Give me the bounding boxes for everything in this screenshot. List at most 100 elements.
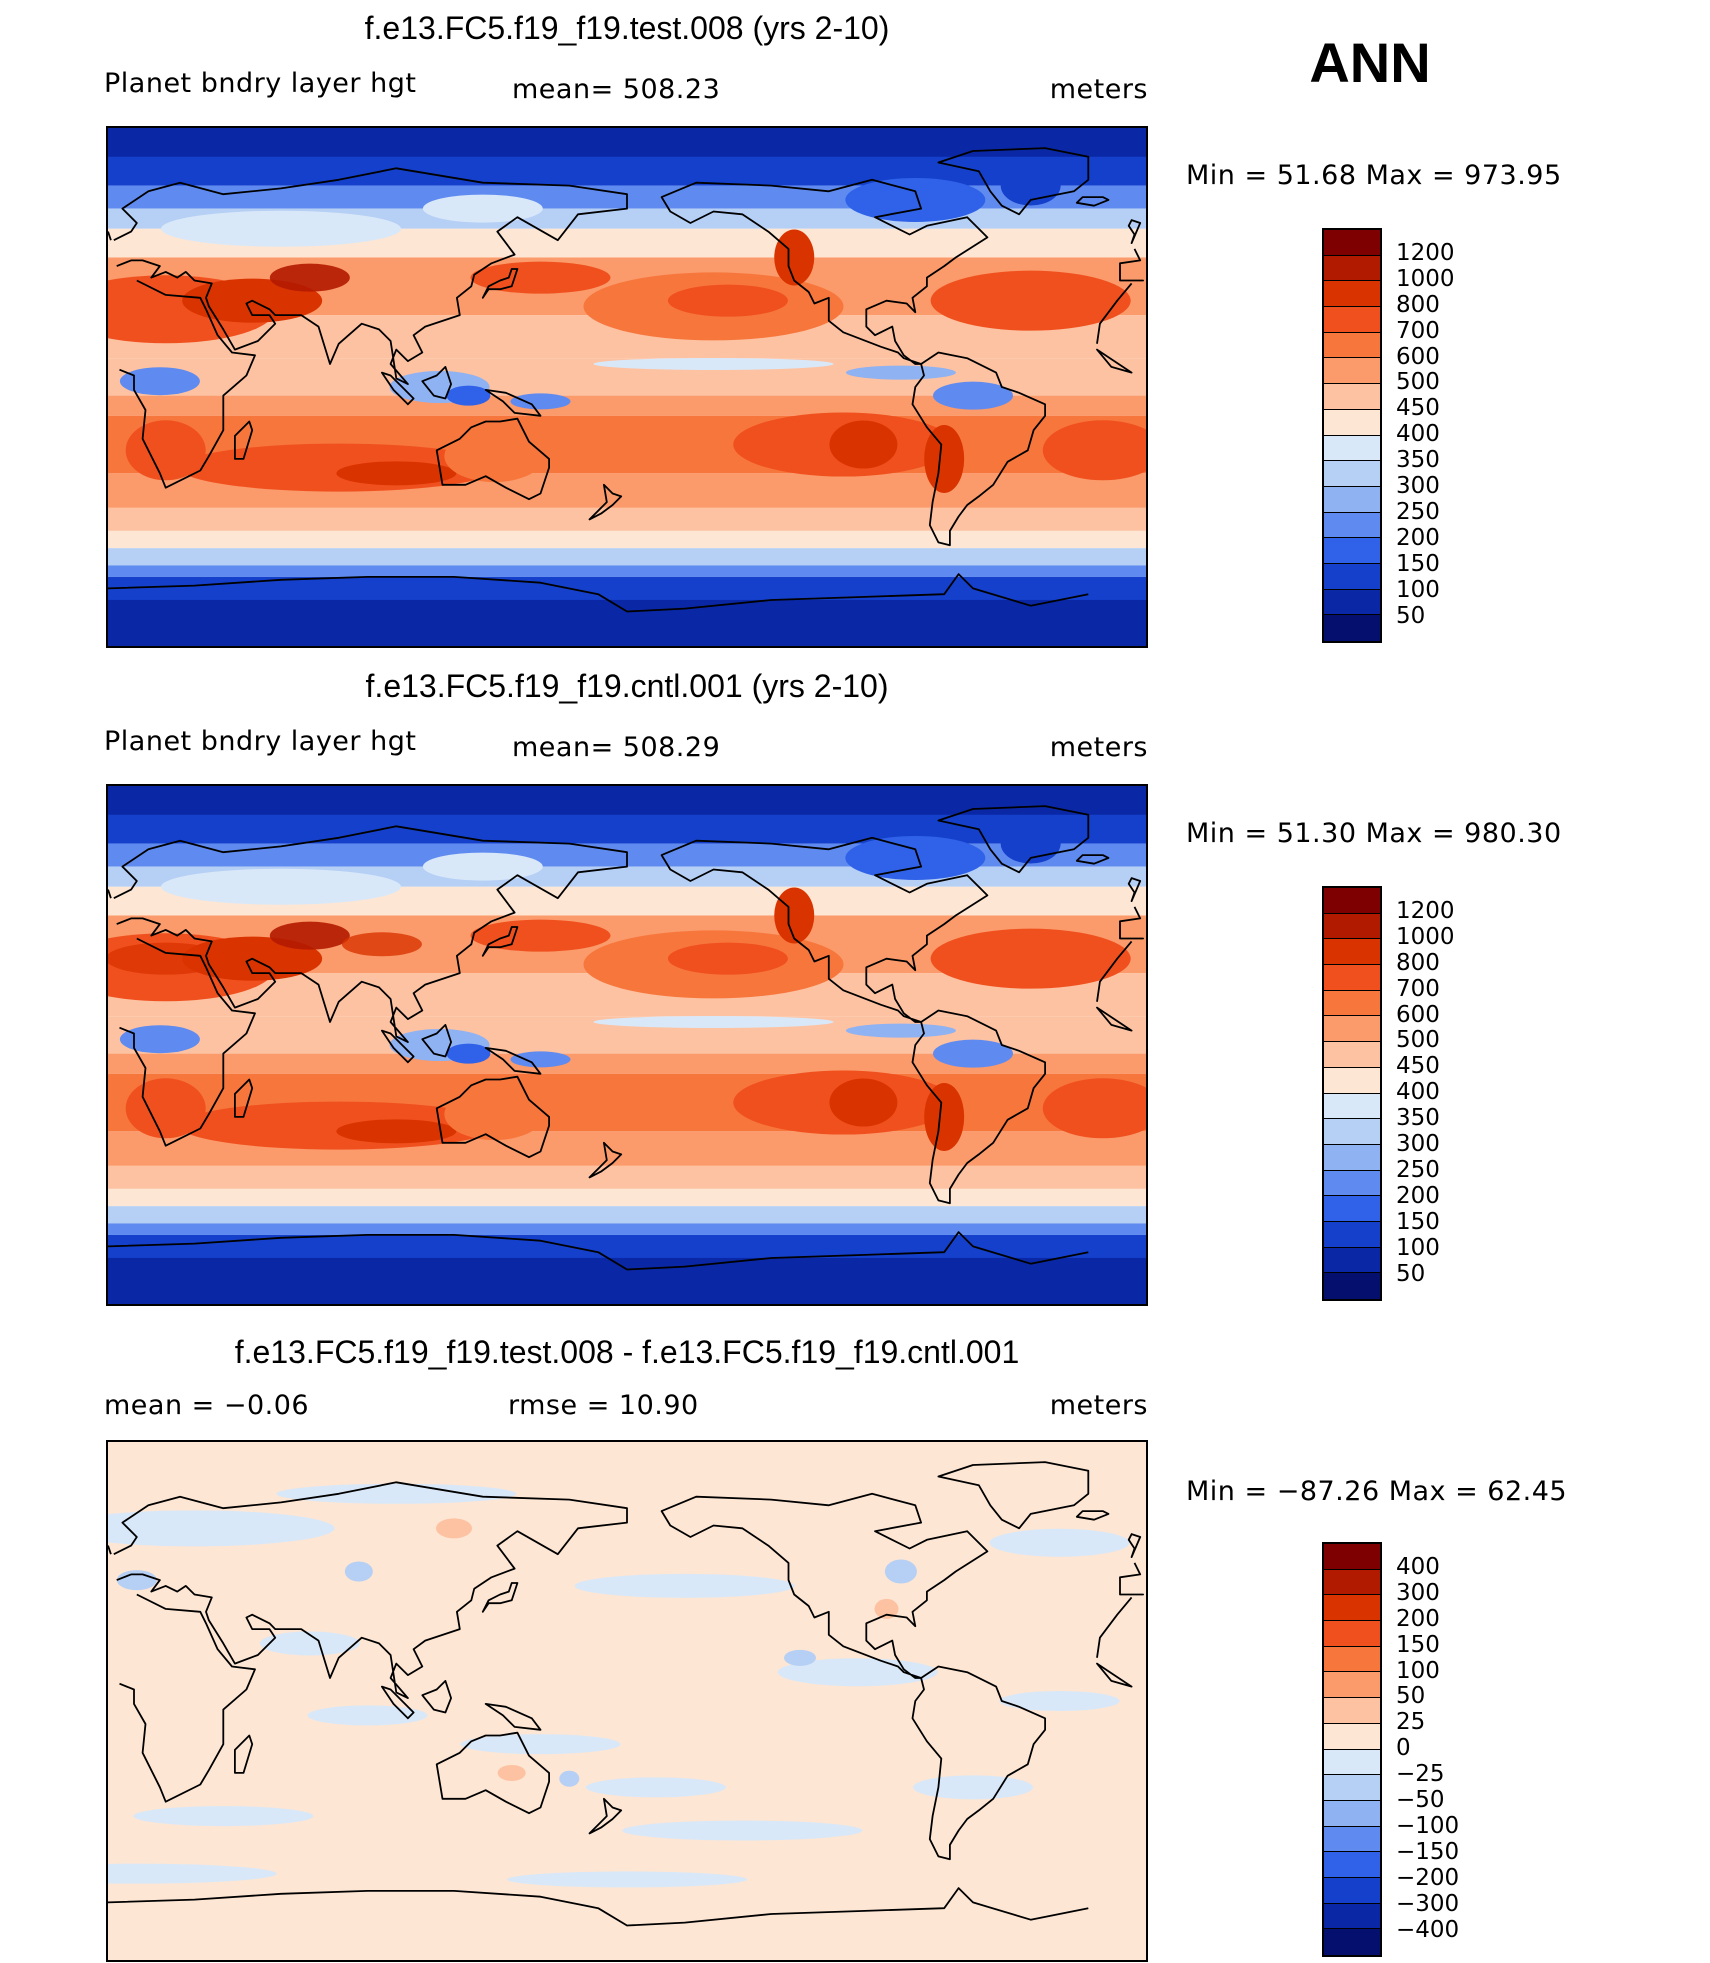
colorbar-label: 200 xyxy=(1396,524,1440,551)
panel-2-title: f.e13.FC5.f19_f19.cntl.001 (yrs 2-10) xyxy=(365,668,889,704)
coastline xyxy=(937,1461,1090,1530)
colorbar-swatch xyxy=(1324,1042,1380,1068)
colorbar-label: −200 xyxy=(1396,1864,1460,1891)
coastline xyxy=(234,1734,254,1774)
colorbar-swatch xyxy=(1324,1929,1380,1955)
colorbar-label: −150 xyxy=(1396,1838,1460,1865)
coastline xyxy=(435,1731,550,1815)
panel-3-map xyxy=(106,1440,1148,1962)
colorbar-swatch xyxy=(1324,538,1380,564)
coastline xyxy=(937,147,1090,216)
coastline xyxy=(481,1582,519,1613)
coastline xyxy=(660,178,989,365)
colorbar-swatch xyxy=(1324,1544,1380,1570)
panel-1-units-label: meters xyxy=(1049,74,1148,105)
colorbar-swatch xyxy=(1324,358,1380,385)
colorbar-swatch xyxy=(1324,1569,1380,1596)
coastline xyxy=(481,268,519,299)
coastline xyxy=(421,1024,452,1058)
panel-2-mean-label: mean= 508.29 xyxy=(512,732,721,763)
panel-3-title: f.e13.FC5.f19_f19.test.008 - f.e13.FC5.f… xyxy=(234,1334,1020,1370)
colorbar-swatch xyxy=(1324,1221,1380,1248)
coastline xyxy=(108,1887,1089,1927)
coastline xyxy=(108,1533,1142,1558)
colorbar-swatch xyxy=(1324,1723,1380,1750)
colorbar-swatch xyxy=(1324,1852,1380,1878)
colorbar-label: 500 xyxy=(1396,369,1440,396)
colorbar-label: 600 xyxy=(1396,343,1440,370)
colorbar-swatch xyxy=(1324,589,1380,616)
colorbar-swatch xyxy=(1324,1144,1380,1171)
panel-1-variable-label: Planet bndry layer hgt xyxy=(104,68,417,99)
colorbar-label: −50 xyxy=(1396,1787,1445,1813)
colorbar-swatch xyxy=(1324,1800,1380,1827)
coastline xyxy=(119,279,1133,489)
coastline xyxy=(911,1665,1046,1861)
colorbar-label: 250 xyxy=(1396,1156,1440,1183)
panel-3-rmse-label: rmse = 10.90 xyxy=(508,1390,699,1421)
colorbar-swatch xyxy=(1324,255,1380,282)
colorbar-label: 350 xyxy=(1396,1105,1440,1132)
colorbar-label: 250 xyxy=(1396,498,1440,525)
colorbar-label: 400 xyxy=(1396,1553,1440,1580)
colorbar-swatch xyxy=(1324,435,1380,462)
colorbar-swatch xyxy=(1324,1775,1380,1801)
colorbar-label: 800 xyxy=(1396,949,1440,976)
coastline xyxy=(588,1141,623,1179)
coastline xyxy=(119,1593,1133,1803)
colorbar-label: 700 xyxy=(1396,317,1440,344)
panel-3-difference-map xyxy=(108,1442,1146,1960)
coastline xyxy=(108,573,1089,613)
coastline xyxy=(381,1029,415,1064)
panel-1-title: f.e13.FC5.f19_f19.test.008 (yrs 2-10) xyxy=(364,10,890,46)
coastline xyxy=(113,825,1144,1043)
coastline xyxy=(421,366,452,400)
coastline xyxy=(937,805,1090,874)
coastline xyxy=(119,937,1133,1147)
panel-2-variable-label: Planet bndry layer hgt xyxy=(104,726,417,757)
coastline xyxy=(1075,854,1110,865)
colorbar-label: 100 xyxy=(1396,1234,1440,1261)
colorbar-label: 150 xyxy=(1396,1631,1440,1658)
coastline xyxy=(911,351,1046,547)
colorbar-label: 150 xyxy=(1396,550,1440,577)
colorbar-swatch xyxy=(1324,913,1380,940)
colorbar-swatch xyxy=(1324,332,1380,359)
panel-1-mean-label: mean= 508.23 xyxy=(512,74,721,105)
colorbar-label: 1200 xyxy=(1396,897,1455,924)
coastline xyxy=(588,1797,623,1835)
colorbar-swatch xyxy=(1324,965,1380,991)
colorbar-label: −300 xyxy=(1396,1890,1460,1917)
colorbar-label: 700 xyxy=(1396,975,1440,1002)
colorbar-swatch xyxy=(1324,615,1380,641)
colorbar-label: 300 xyxy=(1396,1131,1440,1157)
colorbar-swatch xyxy=(1324,1877,1380,1904)
colorbar-swatch xyxy=(1324,1170,1380,1197)
colorbar-label: 0 xyxy=(1396,1735,1411,1762)
panel-2-colorbar xyxy=(1322,886,1382,1301)
colorbar-label: 200 xyxy=(1396,1182,1440,1209)
colorbar-label: −100 xyxy=(1396,1812,1460,1839)
colorbar-label: 300 xyxy=(1396,1579,1440,1606)
coastline xyxy=(435,417,550,501)
colorbar-label: 200 xyxy=(1396,1605,1440,1632)
colorbar-swatch xyxy=(1324,1093,1380,1120)
colorbar-label: 100 xyxy=(1396,576,1440,603)
colorbar-label: 50 xyxy=(1396,1683,1426,1710)
colorbar-swatch xyxy=(1324,1698,1380,1724)
coastline xyxy=(1075,1510,1110,1521)
colorbar-label: 400 xyxy=(1396,1079,1440,1106)
colorbar-swatch xyxy=(1324,230,1380,256)
coastline xyxy=(660,1492,989,1679)
colorbar-swatch xyxy=(1324,281,1380,308)
colorbar-swatch xyxy=(1324,1273,1380,1299)
colorbar-label: 400 xyxy=(1396,421,1440,448)
coastline xyxy=(435,1075,550,1159)
colorbar-swatch xyxy=(1324,990,1380,1017)
colorbar-swatch xyxy=(1324,307,1380,333)
coastline xyxy=(381,1685,415,1720)
colorbar-swatch xyxy=(1324,486,1380,513)
panel-2-units-label: meters xyxy=(1049,732,1148,763)
panel-2-field-map xyxy=(108,786,1146,1304)
panel-1-field-map xyxy=(108,128,1146,646)
